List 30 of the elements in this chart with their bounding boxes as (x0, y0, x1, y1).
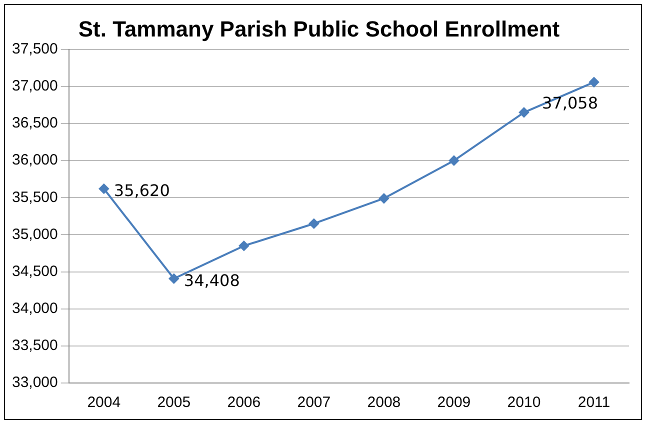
y-tick-label: 34,500 (12, 262, 58, 280)
y-tick-label: 33,000 (12, 374, 58, 392)
x-tick-label: 2009 (437, 394, 471, 412)
data-label: 34,408 (184, 270, 240, 290)
x-tick-label: 2006 (227, 394, 261, 412)
x-tick-label: 2007 (297, 394, 331, 412)
y-tick-label: 35,000 (12, 226, 58, 243)
y-tick-label: 36,000 (12, 152, 58, 169)
point (588, 77, 599, 88)
point (168, 274, 179, 284)
y-tick-label: 37,500 (12, 40, 58, 58)
y-tick-label: 35,500 (12, 188, 58, 206)
x-tick-label: 2011 (578, 394, 610, 412)
point (518, 107, 529, 118)
point (308, 218, 319, 229)
point (98, 184, 109, 194)
point (238, 240, 249, 251)
y-tick-label: 33,500 (12, 337, 58, 354)
x-tick-label: 2004 (87, 394, 121, 412)
point (448, 156, 459, 166)
x-tick-label: 2005 (157, 394, 191, 412)
y-tick-label: 37,000 (12, 78, 58, 95)
chart-title: St. Tammany Parish Public School Enrollment (78, 16, 560, 42)
point (378, 193, 389, 204)
x-tick-label: 2010 (507, 394, 541, 412)
x-tick-label: 2008 (367, 394, 401, 412)
y-tick-label: 36,500 (12, 114, 58, 132)
data-label: 37,058 (542, 93, 598, 112)
data-label: 35,620 (114, 180, 170, 200)
y-tick-label: 34,000 (12, 300, 58, 318)
